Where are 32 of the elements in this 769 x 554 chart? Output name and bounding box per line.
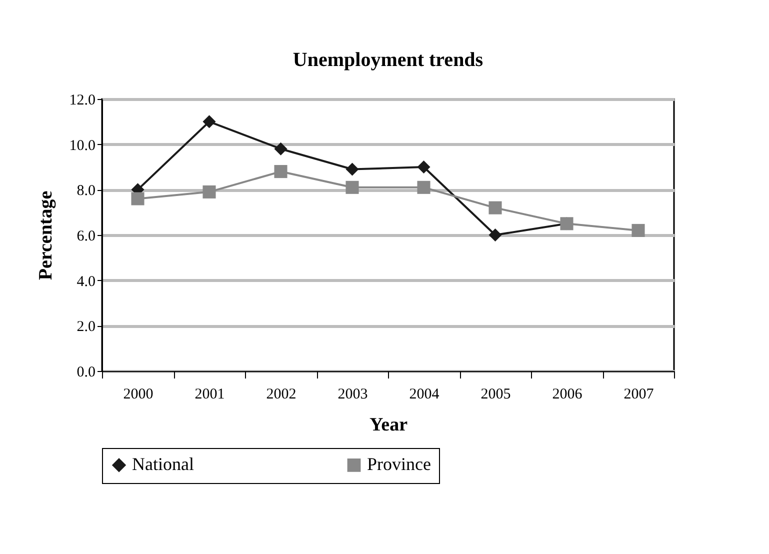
point bbox=[488, 228, 502, 242]
x-tick-label: 2005 bbox=[480, 386, 511, 402]
y-axis-title: Percentage bbox=[35, 190, 56, 280]
point bbox=[488, 201, 502, 214]
y-tick-label: 8.0 bbox=[76, 183, 96, 200]
y-tick-label: 2.0 bbox=[76, 319, 96, 336]
y-tick-label: 4.0 bbox=[76, 274, 96, 290]
legend-label: National bbox=[132, 454, 194, 474]
point bbox=[202, 115, 216, 128]
point bbox=[274, 142, 288, 156]
point bbox=[417, 180, 430, 194]
x-tick-label: 2001 bbox=[194, 386, 225, 402]
y-tick-label: 12.0 bbox=[69, 92, 96, 108]
point bbox=[274, 165, 288, 178]
x-axis-title: Year bbox=[370, 414, 408, 436]
legend-label: Province bbox=[367, 454, 431, 474]
point bbox=[131, 192, 144, 206]
x-tick-label: 2000 bbox=[123, 386, 154, 402]
x-tick-label: 2004 bbox=[409, 386, 440, 402]
point bbox=[417, 160, 430, 174]
y-tick-label: 0.0 bbox=[76, 364, 96, 380]
x-tick-label: 2006 bbox=[552, 386, 583, 402]
x-tick-label: 2002 bbox=[266, 386, 296, 402]
point bbox=[346, 180, 359, 194]
x-tick-label: 2003 bbox=[338, 386, 368, 402]
point bbox=[346, 162, 359, 176]
point bbox=[202, 185, 216, 198]
chart-title: Unemployment trends bbox=[292, 49, 484, 71]
x-tick-label: 2007 bbox=[624, 386, 654, 402]
y-tick-label: 6.0 bbox=[76, 228, 96, 244]
point bbox=[632, 224, 645, 237]
y-tick-label: 10.0 bbox=[69, 138, 96, 154]
